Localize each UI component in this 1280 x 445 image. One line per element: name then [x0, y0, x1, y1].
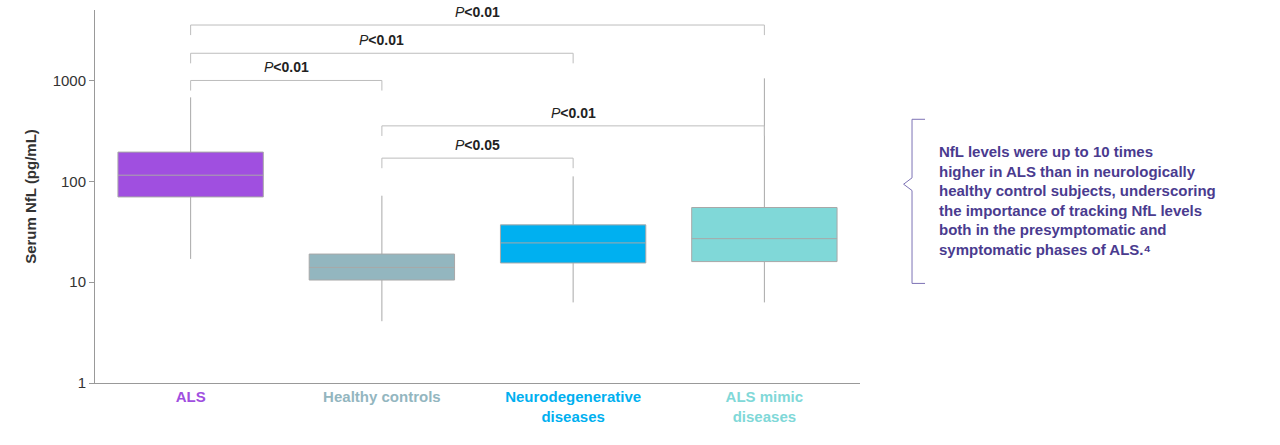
svg-text:P<0.01: P<0.01 — [455, 4, 500, 20]
svg-text:NfL levels were up to 10 times: NfL levels were up to 10 timeshigher in … — [939, 143, 1216, 258]
svg-text:P<0.01: P<0.01 — [551, 105, 596, 121]
svg-text:10: 10 — [69, 273, 86, 290]
svg-text:1: 1 — [78, 374, 86, 391]
svg-text:Healthy controls: Healthy controls — [323, 388, 441, 405]
svg-text:100: 100 — [61, 173, 86, 190]
svg-text:ALS mimicdiseases: ALS mimicdiseases — [726, 388, 804, 425]
svg-text:1000: 1000 — [53, 72, 86, 89]
svg-text:P<0.01: P<0.01 — [359, 32, 404, 48]
svg-text:Serum NfL (pg/mL): Serum NfL (pg/mL) — [22, 129, 39, 264]
svg-text:P<0.01: P<0.01 — [264, 59, 309, 75]
svg-text:ALS: ALS — [176, 388, 206, 405]
svg-text:Neurodegenerativediseases: Neurodegenerativediseases — [505, 388, 641, 425]
svg-text:P<0.05: P<0.05 — [455, 137, 500, 153]
